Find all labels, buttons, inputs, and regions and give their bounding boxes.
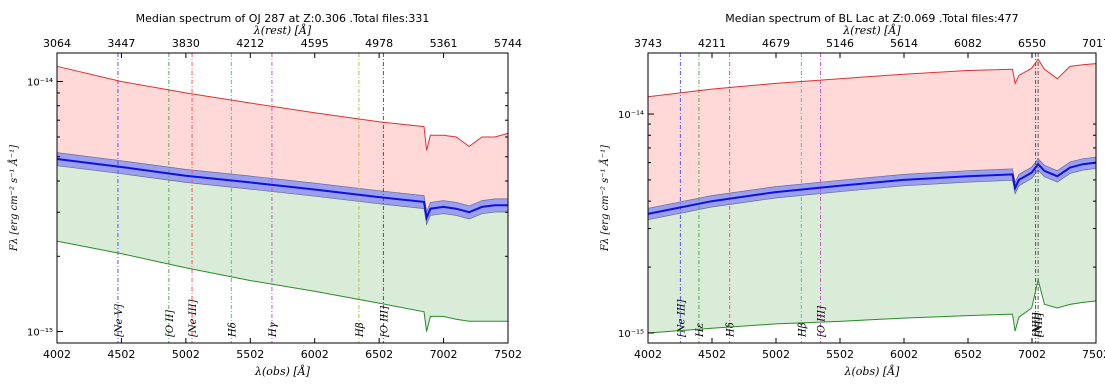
emission-line-label: [Ne V] [114,304,125,337]
x-tick-label: 5502 [826,348,854,361]
x2-axis-label: λ(rest) [Å] [253,23,312,37]
x2-tick-label: 3830 [172,37,200,50]
series-line-lower [647,279,1097,334]
chart-panel-oj287: [Ne V] [O II] [Ne III] Hδ Hγ Hβ [O III] 4002 450… [8,12,522,378]
emission-line-label: Hβ [355,322,366,338]
plot-frame [56,52,509,344]
emission-line-label: Hε [695,323,706,338]
emission-line-label: Hβ [797,322,808,338]
x2-tick-label: 3447 [107,37,135,50]
x-tick-label: 6002 [890,348,918,361]
series-line-median [56,158,508,222]
upper-band-fill [57,66,508,218]
chart-title: Median spectrum of BL Lac at Z:0.069 .To… [725,12,1018,25]
x2-tick-label: 4978 [365,37,393,50]
series-line-upper [56,65,509,151]
emission-line-label: [Ne III] [188,299,199,337]
emission-line-label: [O II] [165,310,176,337]
series-line-median [647,161,1097,215]
x-tick-label: 5502 [236,348,264,361]
chart-title: Median spectrum of OJ 287 at Z:0.306 .To… [136,12,430,25]
y-tick-label: 10⁻¹⁵ [27,328,53,339]
emission-line-label: Hγ [268,322,279,338]
x2-tick-label: 3064 [43,37,71,50]
x-axis-label: λ(obs) [Å] [844,364,901,378]
x2-tick-label: 4595 [301,37,329,50]
x-tick-label: 4502 [698,348,726,361]
x2-tick-label: 4211 [698,37,726,50]
emission-line-label: Hδ [726,322,737,338]
x2-tick-label: 4212 [236,37,264,50]
x-tick-label: 4002 [43,348,71,361]
x2-axis-label: λ(rest) [Å] [842,23,901,37]
x-tick-label: 4502 [107,348,135,361]
x-tick-label: 7502 [1082,348,1105,361]
x2-tick-label: 6550 [1018,37,1046,50]
x-tick-label: 5002 [762,348,790,361]
series-line-upper [647,58,1097,98]
x-tick-label: 6502 [954,348,982,361]
x2-tick-label: 4679 [762,37,790,50]
emission-line-label: [NII] [1034,312,1045,337]
x-tick-label: 7502 [494,348,522,361]
chart-panel-bllac: [Ne III] Hε Hδ Hβ [O III] [NII][NII]4002 4502 5… [599,12,1105,378]
y-tick-label: 10⁻¹⁵ [618,329,644,340]
series-line-lower [56,240,508,332]
y-tick-label: 10⁻¹⁴ [618,110,644,121]
emission-line-label: [Ne III] [676,299,687,337]
x-tick-label: 6002 [301,348,329,361]
emission-line-label: [NII] [1032,312,1043,337]
x-tick-label: 7002 [430,348,458,361]
emission-line-label: [O III] [817,306,828,337]
x2-tick-label: 3743 [634,37,662,50]
x-axis-label: λ(obs) [Å] [254,364,311,378]
plot-frame [647,52,1097,344]
x-tick-label: 6502 [365,348,393,361]
y-axis-label: Fλ [erg cm⁻² s⁻¹ Å⁻¹] [8,145,20,252]
lower-band-fill [648,162,1096,333]
x2-tick-label: 6082 [954,37,982,50]
x2-tick-label: 5361 [430,37,458,50]
x2-tick-label: 5744 [494,37,522,50]
x2-tick-label: 5614 [890,37,918,50]
emission-line-label: Hδ [227,322,238,338]
x-tick-label: 4002 [634,348,662,361]
y-axis-label: Fλ [erg cm⁻² s⁻¹ Å⁻¹] [599,145,611,252]
y-tick-label: 10⁻¹⁴ [27,77,53,88]
emission-line-label: [O III] [379,306,390,337]
x2-tick-label: 7017 [1082,37,1105,50]
x-tick-label: 5002 [172,348,200,361]
x2-tick-label: 5146 [826,37,854,50]
x-tick-label: 7002 [1018,348,1046,361]
